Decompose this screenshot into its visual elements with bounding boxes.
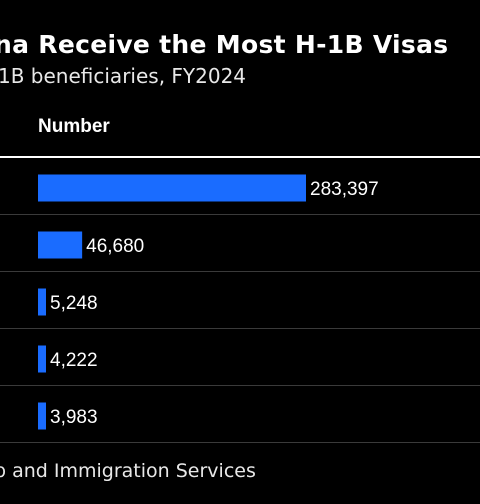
source-note: p and Immigration Services [0, 460, 256, 482]
row-divider-5 [0, 442, 480, 443]
bar-value-label-1: 283,397 [310, 179, 379, 200]
bar-3 [38, 288, 46, 316]
bar-2 [38, 231, 83, 259]
bar-4 [38, 345, 46, 373]
chart-title: na Receive the Most H-1B Visas [0, 30, 449, 59]
bar-1 [38, 174, 306, 202]
chart-subtitle: 1B beneficiaries, FY2024 [0, 64, 247, 88]
column-header: Number [38, 116, 110, 137]
bar-value-label-5: 3,983 [50, 407, 98, 428]
row-divider-1 [0, 214, 480, 215]
header-rule [0, 156, 480, 158]
bar-chart: 283,397 46,680 5,248 4,222 3,983 [0, 174, 480, 443]
bar-5 [38, 402, 46, 430]
bar-value-label-2: 46,680 [86, 236, 144, 257]
row-divider-2 [0, 271, 480, 272]
bar-value-label-3: 5,248 [50, 293, 98, 314]
bar-value-label-4: 4,222 [50, 350, 98, 371]
row-divider-3 [0, 328, 480, 329]
row-divider-4 [0, 385, 480, 386]
